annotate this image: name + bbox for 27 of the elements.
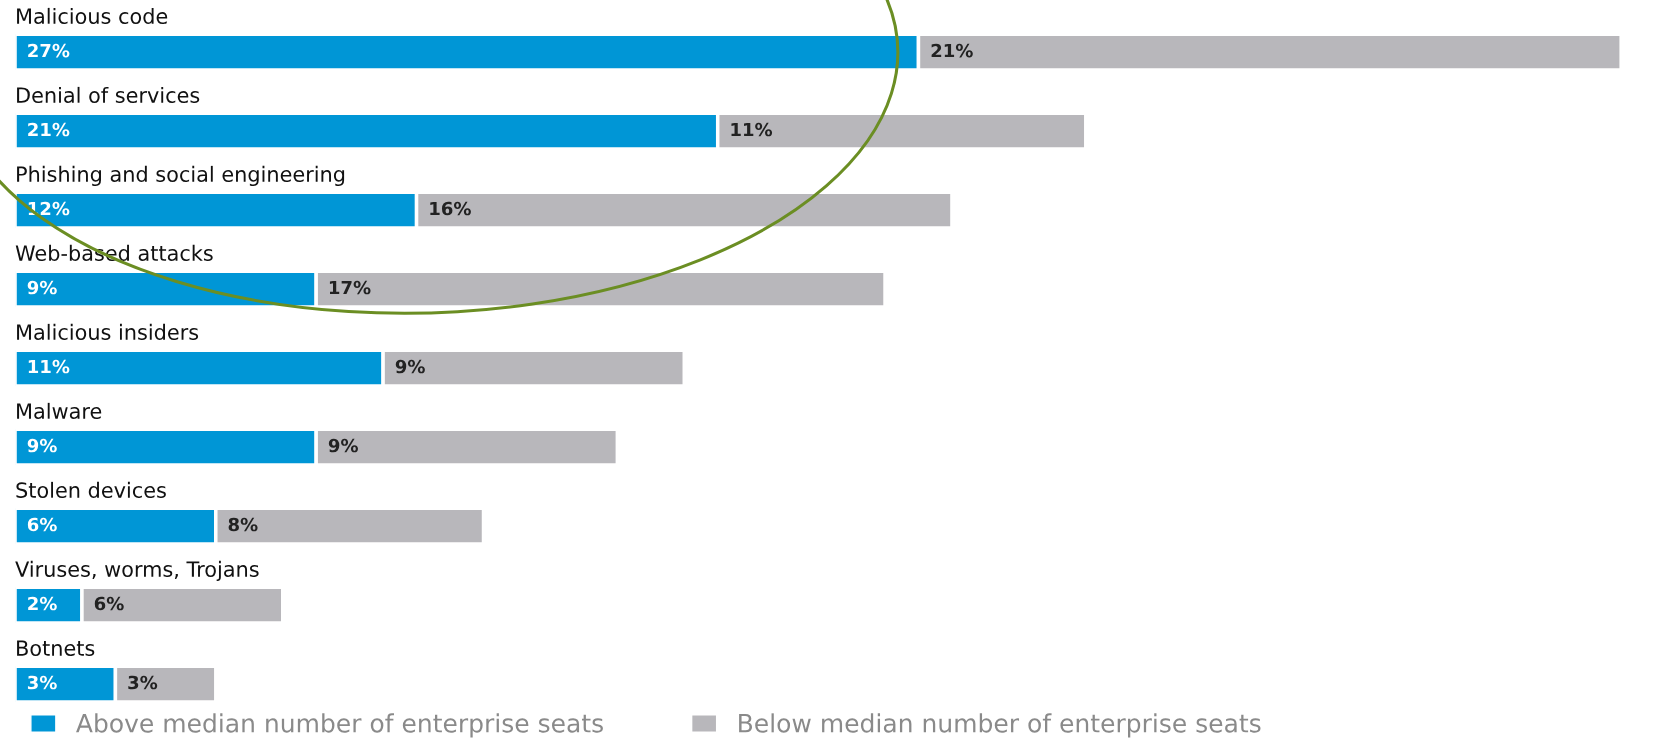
y-tick-label: Botnets (17, 640, 95, 656)
data-label: 27% (28, 43, 70, 58)
data-label: 11% (731, 122, 773, 137)
y-tick-label: Malicious insiders (17, 323, 199, 340)
y-tick-label: Denial of services (17, 86, 200, 103)
data-label: 8% (228, 517, 258, 532)
data-label: 6% (94, 596, 124, 611)
y-tick-label: Malicious code (17, 7, 168, 25)
data-label: 17% (329, 280, 371, 295)
data-label: 9% (328, 438, 358, 453)
data-label: 2% (28, 596, 57, 611)
data-label: 3% (27, 675, 57, 690)
data-label: 16% (430, 201, 471, 216)
data-label: 9% (395, 359, 425, 374)
legend-label: Below median number of enterprise seats (739, 713, 1261, 738)
data-label: 21% (28, 122, 70, 137)
legend-label: Above median number of enterprise seats (76, 713, 603, 738)
y-tick-label: Viruses, worms, Trojans (15, 560, 259, 582)
data-label: 6% (27, 517, 57, 532)
y-tick-label: Stolen devices (16, 481, 166, 498)
data-label: 9% (27, 280, 57, 295)
data-label: 3% (128, 675, 158, 690)
data-label: 9% (27, 438, 57, 453)
y-tick-label: Malware (17, 402, 102, 419)
data-label: 21% (931, 43, 973, 58)
data-label: 11% (28, 359, 70, 374)
y-tick-label: Phishing and social engineering (17, 165, 345, 187)
